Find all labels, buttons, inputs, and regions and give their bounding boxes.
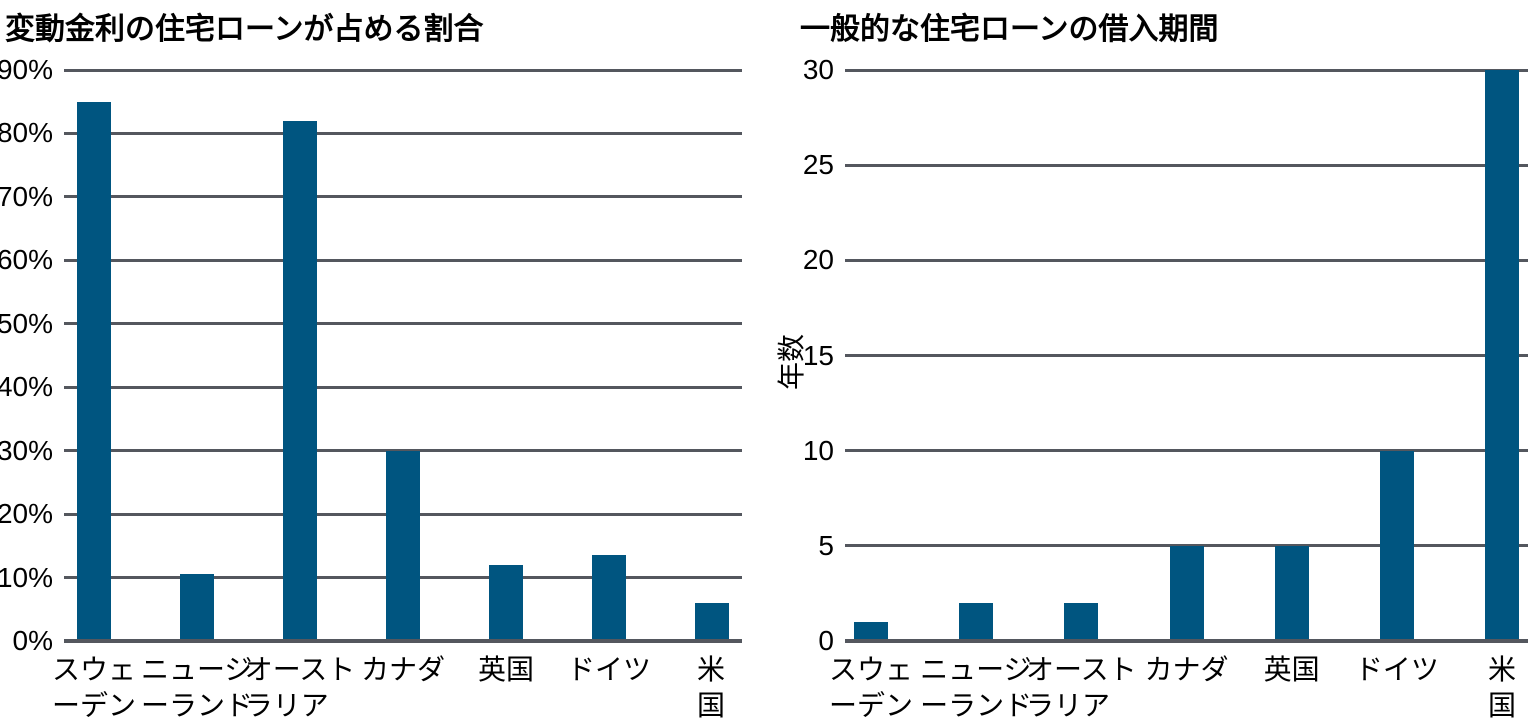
- gridline: [64, 131, 742, 135]
- y-tick-label: 80%: [0, 117, 53, 149]
- y-tick-label: 0: [818, 625, 834, 656]
- x-category-label: カナダ: [1144, 654, 1229, 685]
- x-category-label: オースト ラリア: [244, 654, 356, 720]
- bar: [180, 574, 214, 641]
- gridline: [845, 449, 1528, 453]
- chart-variable-rate-mortgage-share: 変動金利の住宅ローンが占める割合 0% 10% 20% 30% 40% 50% 60% 70%…: [0, 13, 742, 720]
- y-tick-label: 15: [802, 339, 834, 371]
- x-axis-line: [64, 639, 742, 643]
- gridline: [845, 163, 1528, 167]
- y-tick-label: 10%: [0, 561, 53, 593]
- x-category-label: 英国: [1263, 654, 1320, 685]
- y-tick-label: 5: [818, 529, 834, 561]
- y-tick-label: 20: [802, 244, 834, 276]
- chart-title: 一般的な住宅ローンの借入期間: [800, 13, 1219, 46]
- gridline: [845, 258, 1528, 262]
- x-category-label: カナダ: [360, 654, 446, 685]
- plot-area: 0 5 10 15 20 25 30 スウェ ーデン ニュージ ーランド オースト ラリア カナダ 英…: [803, 56, 1528, 720]
- y-tick-label: 70%: [0, 180, 53, 212]
- x-category-label: 米国: [1487, 654, 1517, 720]
- bar: [959, 602, 994, 641]
- x-category-label: ニュージ ーランド: [140, 654, 254, 720]
- y-tick-label: 25: [802, 149, 834, 181]
- x-axis-line: [845, 639, 1528, 643]
- bar: [1379, 450, 1414, 641]
- y-tick-label: 30: [802, 54, 834, 85]
- y-tick-label: 20%: [0, 498, 53, 530]
- gridline: [845, 354, 1528, 357]
- bar: [283, 120, 317, 641]
- bar: [592, 555, 626, 641]
- bar: [386, 450, 420, 641]
- gridline: [64, 68, 742, 72]
- x-category-label: ドイツ: [1354, 654, 1439, 685]
- y-tick-label: 30%: [0, 434, 53, 466]
- x-category-label: 英国: [477, 654, 535, 685]
- plot-area: 0% 10% 20% 30% 40% 50% 60% 70% 80% 90% スウェ ーデン ニュージ…: [0, 56, 742, 720]
- y-tick-label: 50%: [0, 307, 53, 339]
- x-category-label: ニュージ ーランド: [920, 654, 1033, 720]
- gridline: [64, 258, 742, 262]
- y-tick-label: 10: [802, 434, 834, 466]
- bar: [77, 101, 111, 641]
- y-tick-label: 40%: [0, 371, 53, 403]
- gridline: [845, 68, 1528, 72]
- bar: [1485, 70, 1519, 641]
- gridline: [64, 322, 742, 326]
- chart-typical-loan-term: 一般的な住宅ローンの借入期間 年数 0 5 10 15 20 25 30 スウェ ーデン ニュー…: [766, 0, 1532, 720]
- bar: [1274, 545, 1309, 641]
- bar: [489, 564, 523, 641]
- x-category-label: 米国: [697, 654, 726, 720]
- bar: [854, 621, 888, 641]
- x-category-label: スウェ ーデン: [828, 654, 914, 720]
- bar: [695, 602, 729, 641]
- x-category-label: オースト ラリア: [1026, 654, 1137, 720]
- bar: [1169, 545, 1204, 641]
- y-tick-label: 90%: [0, 54, 53, 85]
- x-category-label: スウェ ーデン: [51, 654, 137, 720]
- y-tick-label: 60%: [0, 244, 53, 276]
- gridline: [64, 195, 742, 199]
- gridline: [64, 385, 742, 389]
- y-tick-label: 0%: [12, 625, 53, 656]
- bar: [1064, 602, 1099, 641]
- x-category-label: ドイツ: [566, 654, 652, 685]
- chart-title: 変動金利の住宅ローンが占める割合: [5, 13, 484, 46]
